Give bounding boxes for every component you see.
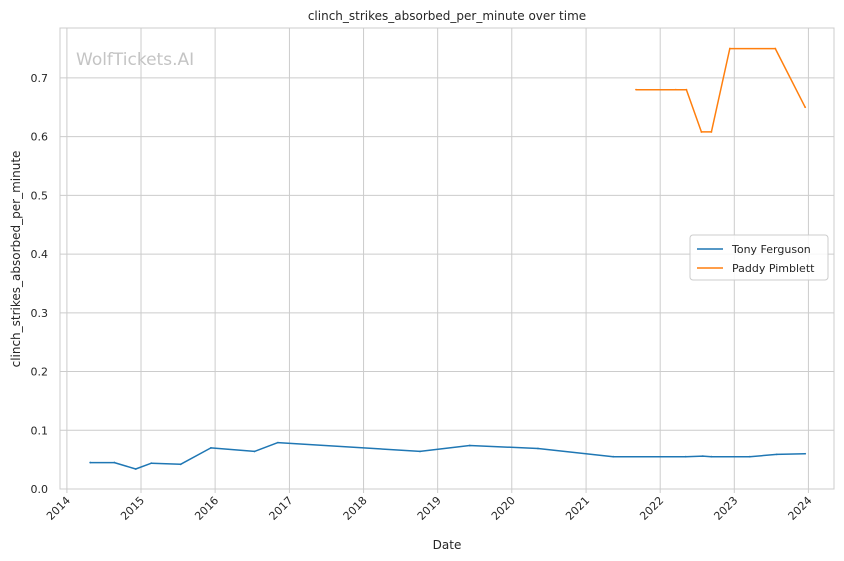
y-tick-label-0.1: 0.1 — [31, 424, 49, 437]
data-point-tony-ferguson-7 — [276, 441, 279, 444]
y-tick-label-0.2: 0.2 — [31, 366, 49, 379]
y-axis-tick-labels: 0.0 0.1 0.2 0.3 0.4 0.5 0.6 0.7 — [31, 72, 49, 496]
data-point-paddy-pimblett-7 — [804, 106, 807, 109]
watermark-text: WolfTickets.AI — [76, 50, 194, 70]
data-point-tony-ferguson-8 — [419, 450, 421, 453]
data-point-tony-ferguson-2 — [134, 468, 137, 470]
plot-border — [59, 27, 835, 490]
data-point-tony-ferguson-0 — [89, 461, 92, 464]
data-point-paddy-pimblett-0 — [635, 88, 637, 91]
data-point-tony-ferguson-6 — [253, 450, 256, 453]
data-point-paddy-pimblett-4 — [710, 131, 713, 133]
y-tick-label-0.5: 0.5 — [31, 189, 49, 202]
data-point-paddy-pimblett-2 — [685, 88, 688, 91]
y-axis-title: clinch_strikes_absorbed_per_minute — [9, 151, 23, 368]
data-point-paddy-pimblett-1 — [674, 88, 677, 91]
data-point-paddy-pimblett-3 — [700, 131, 703, 133]
data-point-tony-ferguson-5 — [209, 446, 212, 449]
series-line-tony-ferguson — [90, 441, 806, 470]
y-tick-label-0.7: 0.7 — [31, 72, 49, 85]
series-lines — [89, 47, 807, 470]
legend-label-tony-ferguson: Tony Ferguson — [731, 243, 811, 256]
data-point-tony-ferguson-16 — [775, 453, 778, 456]
data-point-tony-ferguson-14 — [710, 455, 713, 458]
data-point-tony-ferguson-10 — [537, 447, 539, 450]
chart-title: clinch_strikes_absorbed_per_minute over … — [308, 9, 586, 23]
x-axis-title: Date — [433, 538, 462, 552]
data-point-paddy-pimblett-5 — [728, 47, 731, 50]
data-point-tony-ferguson-13 — [701, 455, 704, 458]
data-point-tony-ferguson-15 — [748, 455, 751, 458]
data-point-tony-ferguson-4 — [179, 463, 182, 466]
data-point-tony-ferguson-1 — [113, 461, 116, 464]
data-point-tony-ferguson-9 — [468, 444, 471, 447]
legend-box — [689, 234, 829, 281]
y-tick-label-0.3: 0.3 — [31, 307, 49, 320]
y-tick-label-0.0: 0.0 — [31, 483, 49, 496]
series-line-paddy-pimblett — [636, 47, 806, 133]
data-point-tony-ferguson-3 — [150, 462, 153, 465]
data-point-tony-ferguson-11 — [612, 455, 615, 458]
y-tick-label-0.4: 0.4 — [31, 248, 49, 261]
data-point-tony-ferguson-12 — [684, 455, 687, 458]
data-point-tony-ferguson-17 — [804, 452, 807, 455]
legend-label-paddy-pimblett: Paddy Pimblett — [732, 262, 815, 275]
plot-frame — [59, 27, 835, 490]
data-point-paddy-pimblett-6 — [774, 47, 777, 50]
legend: Tony Ferguson Paddy Pimblett — [689, 234, 829, 281]
y-tick-label-0.6: 0.6 — [31, 131, 49, 144]
